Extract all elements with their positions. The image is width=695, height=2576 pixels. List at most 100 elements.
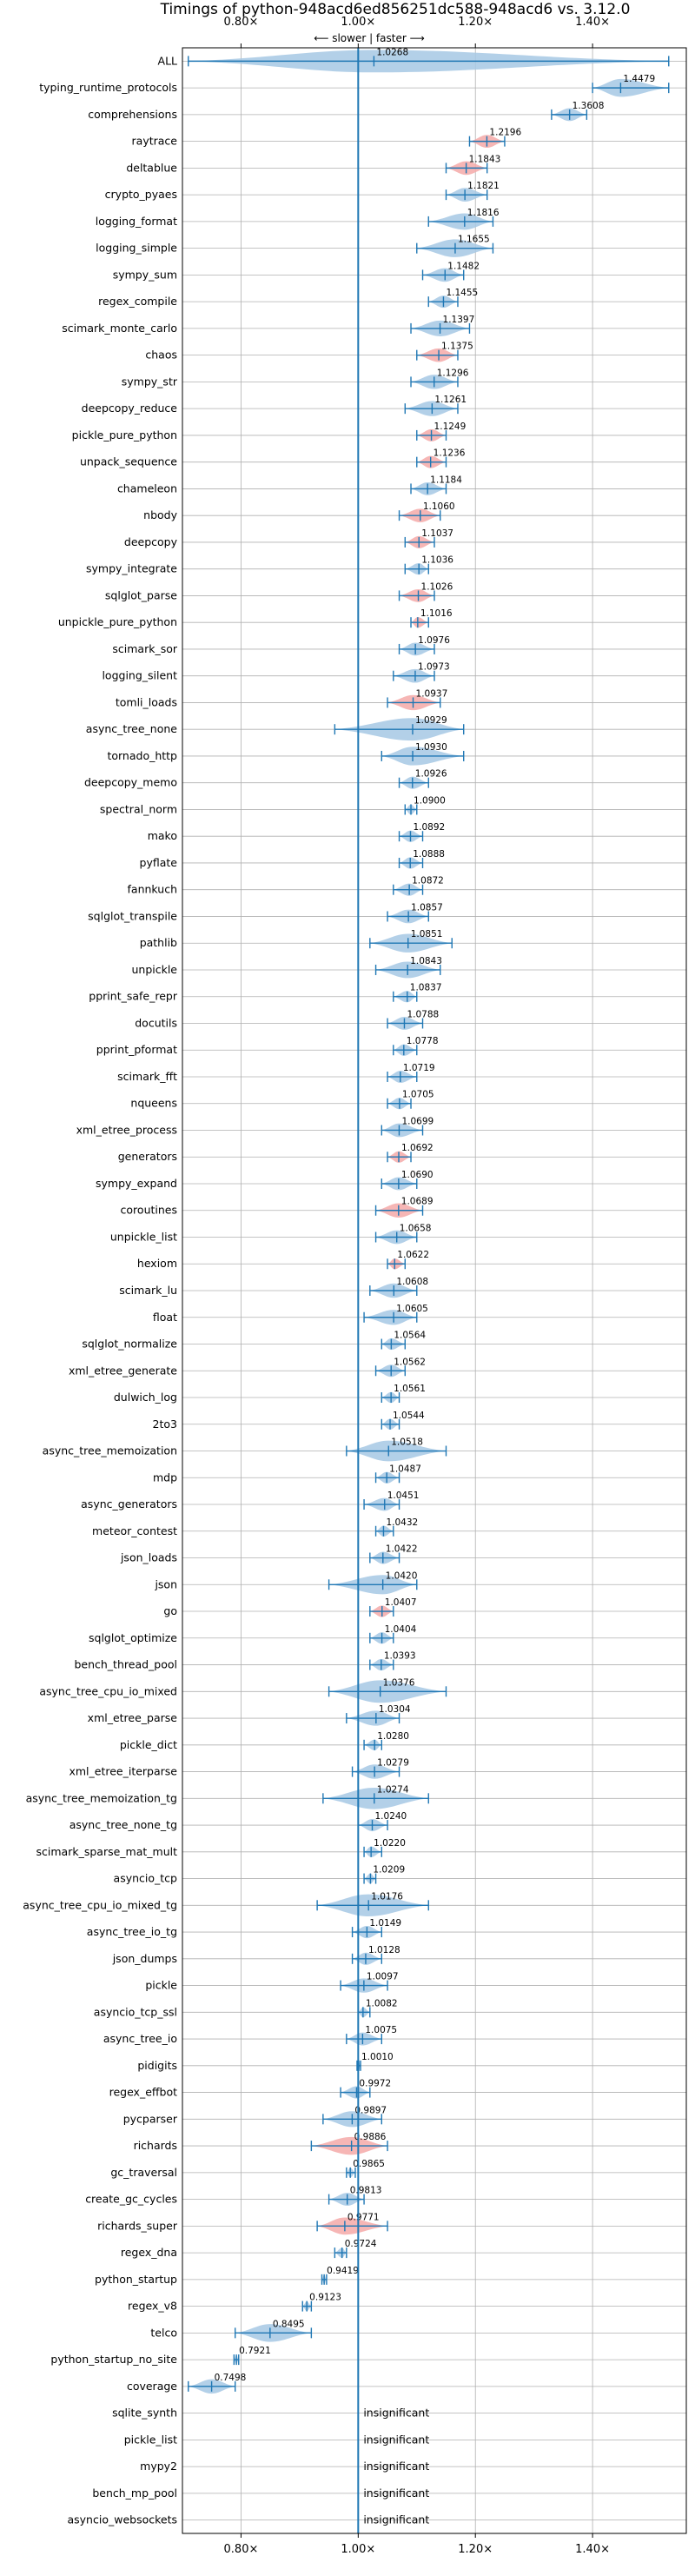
value-label: 1.2196	[489, 128, 521, 138]
benchmark-name: async_tree_io	[103, 2032, 177, 2045]
benchmark-name: xml_etree_process	[76, 1123, 177, 1136]
value-label: 1.0778	[407, 1036, 439, 1046]
tick-label-bottom: 1.20×	[458, 2543, 493, 2556]
value-label: 1.1296	[437, 368, 469, 378]
value-label: 1.0857	[411, 902, 443, 913]
benchmark-name: scimark_lu	[119, 1284, 177, 1297]
benchmark-name: asyncio_tcp_ssl	[94, 2005, 177, 2018]
value-label: 0.9123	[309, 2293, 341, 2303]
tick-label-top: 1.00×	[341, 16, 375, 29]
benchmark-name: json_loads	[120, 1551, 177, 1564]
benchmark-name: asyncio_websockets	[67, 2513, 177, 2526]
benchmark-name: regex_dna	[121, 2246, 177, 2259]
value-label: 1.1037	[421, 528, 453, 539]
value-label: 1.1397	[443, 315, 475, 325]
benchmark-name: richards_super	[97, 2219, 178, 2232]
benchmark-name: pycparser	[123, 2112, 178, 2125]
value-label: 0.9813	[350, 2186, 382, 2196]
value-label: 1.1016	[420, 608, 453, 619]
value-label: 1.1821	[467, 181, 500, 191]
value-label: 1.0930	[415, 742, 447, 753]
value-label: 0.9897	[354, 2105, 387, 2115]
value-label: 1.0888	[413, 849, 445, 860]
value-label: 1.0658	[400, 1223, 432, 1233]
value-label: 0.9724	[345, 2239, 377, 2249]
benchmark-name: logging_format	[96, 215, 177, 228]
benchmark-name: gc_traversal	[110, 2166, 177, 2179]
value-label: 1.0518	[391, 1437, 423, 1448]
insignificant-label: insignificant	[363, 2433, 429, 2446]
value-label: 1.0376	[383, 1677, 415, 1688]
value-label: 1.0404	[385, 1624, 417, 1635]
benchmark-name: sqlglot_transpile	[88, 909, 177, 922]
value-label: 0.7498	[215, 2373, 247, 2383]
value-label: 1.0564	[394, 1331, 426, 1341]
value-label: 1.1184	[430, 475, 462, 485]
benchmark-name: logging_silent	[102, 669, 177, 682]
benchmark-name: json	[154, 1577, 177, 1590]
value-label: 1.0422	[386, 1544, 418, 1555]
value-label: 1.0622	[397, 1250, 429, 1260]
benchmark-name: async_tree_cpu_io_mixed	[39, 1684, 177, 1697]
value-label: 1.0209	[373, 1865, 405, 1876]
benchmark-name: sqlglot_normalize	[82, 1338, 177, 1351]
value-label: 1.1455	[446, 288, 478, 298]
value-label: 1.0240	[375, 1811, 407, 1822]
marks-layer	[188, 56, 670, 2392]
value-label: 1.0280	[377, 1731, 409, 1742]
tick-label-top: 0.80×	[224, 16, 259, 29]
value-label: 1.0929	[415, 715, 447, 726]
plot-frame	[182, 47, 687, 2534]
benchmark-name: hexiom	[137, 1257, 177, 1270]
value-label: 1.0149	[369, 1918, 401, 1929]
benchmark-name: sqlite_synth	[112, 2407, 177, 2420]
benchmark-name: async_tree_none_tg	[70, 1818, 177, 1831]
benchmark-name: scimark_monte_carlo	[62, 322, 177, 335]
benchmark-name: ALL	[158, 54, 178, 67]
value-label: 1.1060	[423, 501, 455, 512]
value-label: 1.0128	[368, 1945, 400, 1955]
value-label: 1.0689	[401, 1197, 434, 1207]
value-label: 1.1843	[469, 154, 501, 164]
benchmark-name: dulwich_log	[114, 1391, 177, 1404]
labels-layer: ALL 1.0268 typing_runtime_protocols 1.4479 c…	[23, 47, 655, 2526]
benchmark-name: pickle_pure_python	[72, 428, 177, 442]
value-label: 0.9419	[327, 2266, 359, 2276]
value-label: 1.1026	[421, 581, 453, 592]
value-label: 1.0393	[384, 1651, 416, 1662]
benchmark-name: async_tree_memoization_tg	[26, 1791, 177, 1804]
benchmark-name: pickle_dict	[120, 1738, 177, 1751]
benchmark-name: xml_etree_generate	[69, 1364, 177, 1377]
tick-label-top: 1.20×	[458, 16, 493, 29]
value-label: 1.1655	[458, 235, 490, 245]
tick-label-top: 1.40×	[575, 16, 610, 29]
benchmark-name: sympy_str	[122, 375, 178, 388]
value-label: 1.0973	[418, 662, 450, 673]
benchmark-name: telco	[150, 2326, 177, 2339]
benchmark-name: scimark_sor	[112, 642, 177, 655]
benchmark-name: bench_mp_pool	[92, 2486, 177, 2500]
value-label: 1.0926	[415, 769, 447, 780]
value-label: 1.0220	[374, 1838, 406, 1849]
value-label: 0.9771	[348, 2212, 380, 2222]
benchmark-name: go	[163, 1604, 177, 1617]
value-label: 1.0407	[385, 1597, 417, 1608]
value-label: 1.0719	[403, 1063, 435, 1073]
value-label: 1.1036	[421, 555, 453, 566]
benchmark-name: spectral_norm	[100, 802, 177, 815]
benchmark-name: async_tree_memoization	[43, 1444, 177, 1457]
benchmark-name: deepcopy_memo	[84, 776, 177, 789]
benchmark-name: regex_effbot	[109, 2086, 177, 2099]
value-label: 1.0268	[376, 47, 408, 57]
benchmark-name: unpickle_list	[110, 1230, 177, 1243]
value-label: 1.0562	[394, 1357, 426, 1367]
benchmark-name: 2to3	[153, 1417, 177, 1431]
benchmark-name: pprint_pformat	[96, 1043, 177, 1056]
benchmark-name: deltablue	[126, 161, 177, 174]
benchmark-name: create_gc_cycles	[85, 2193, 177, 2206]
direction-label: ⟵ slower | faster ⟶	[314, 32, 425, 44]
benchmark-name: async_tree_io_tg	[87, 1925, 177, 1938]
benchmark-name: meteor_contest	[92, 1524, 177, 1537]
benchmark-name: coverage	[127, 2380, 177, 2393]
